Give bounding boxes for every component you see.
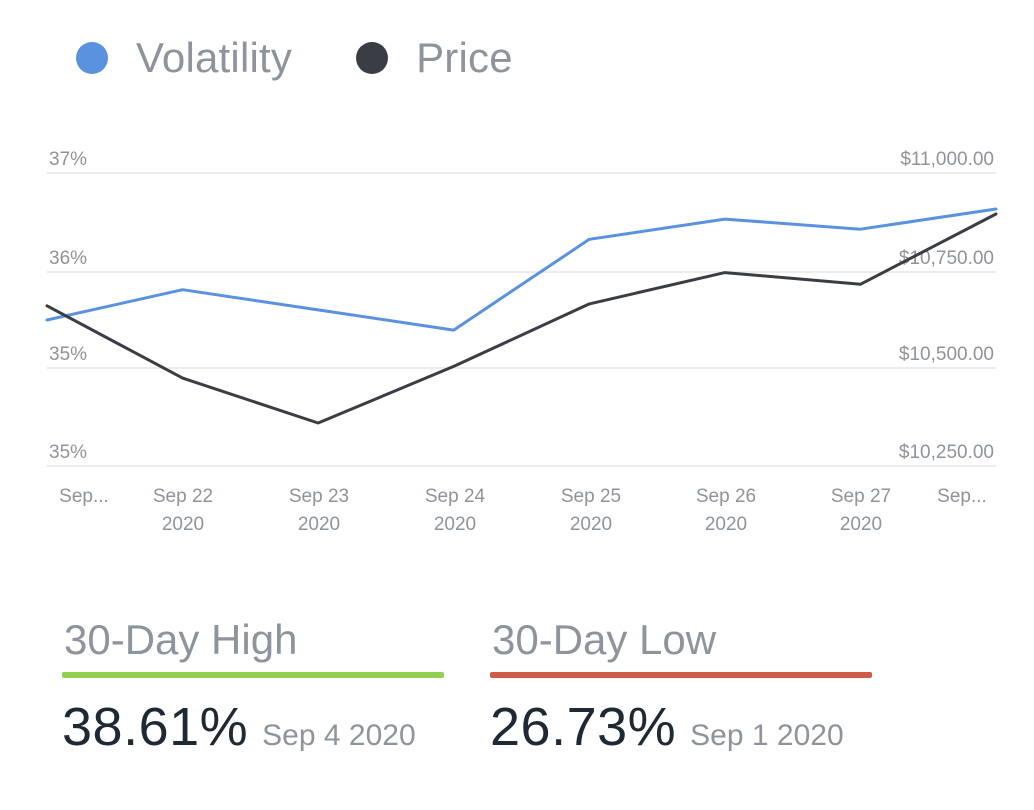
volatility-price-chart: 37%36%35%35%$11,000.00$10,750.00$10,500.… [45, 149, 998, 535]
volatility-series-line [45, 207, 998, 332]
price-dot-icon [356, 42, 389, 74]
chart-legend: Volatility Price [76, 28, 577, 88]
x-tick-label: Sep... [937, 486, 987, 507]
x-tick-label: Sep 27 2020 [831, 486, 891, 535]
y-left-tick-label: 35% [49, 442, 87, 463]
legend-item-volatility[interactable]: Volatility [76, 34, 292, 82]
stat-low-value-row: 26.73% Sep 1 2020 [490, 696, 872, 758]
stat-low-value: 26.73% [490, 697, 677, 757]
legend-label-price: Price [416, 34, 513, 81]
volatility-dot-icon [76, 42, 108, 74]
stat-30-day-low: 30-Day Low 26.73% Sep 1 2020 [490, 612, 872, 758]
x-tick-label: Sep 24 2020 [425, 486, 486, 535]
y-right-tick-label: $11,000.00 [900, 149, 994, 170]
y-left-tick-label: 35% [49, 344, 87, 365]
stat-high-value: 38.61% [62, 697, 249, 757]
y-left-tick-label: 36% [49, 248, 87, 269]
legend-label-volatility: Volatility [136, 34, 293, 81]
price-series-line [45, 212, 998, 425]
stat-high-date: Sep 4 2020 [262, 719, 416, 752]
stat-high-bar [62, 672, 444, 678]
x-tick-label: Sep 25 2020 [561, 486, 621, 535]
x-tick-label: Sep... [59, 486, 109, 507]
stat-low-date: Sep 1 2020 [690, 719, 844, 752]
stats-section: 30-Day High 38.61% Sep 4 2020 30-Day Low… [62, 612, 918, 758]
stat-low-bar [490, 672, 872, 678]
x-tick-label: Sep 23 2020 [289, 486, 349, 535]
legend-item-price[interactable]: Price [356, 34, 513, 82]
stat-high-label: 30-Day High [64, 616, 298, 663]
y-right-tick-label: $10,250.00 [899, 442, 994, 463]
stat-high-value-row: 38.61% Sep 4 2020 [62, 696, 444, 758]
x-tick-label: Sep 22 2020 [153, 486, 213, 535]
stat-low-label: 30-Day Low [492, 616, 717, 663]
x-tick-label: Sep 26 2020 [696, 486, 756, 535]
y-left-tick-label: 37% [49, 149, 87, 170]
y-right-tick-label: $10,500.00 [899, 344, 994, 365]
stat-30-day-high: 30-Day High 38.61% Sep 4 2020 [62, 612, 444, 758]
